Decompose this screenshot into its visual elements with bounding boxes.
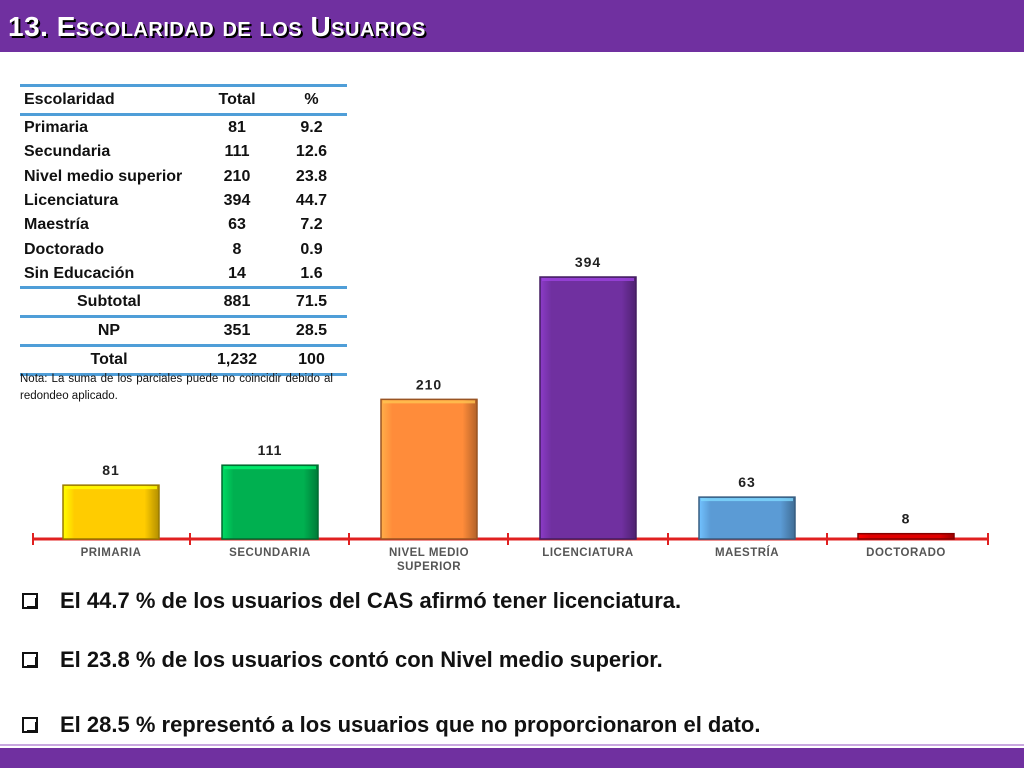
bar-highlight — [701, 498, 793, 502]
row-percent: 12.6 — [295, 143, 328, 161]
np-total: 351 — [198, 316, 276, 348]
bar-value-label: 8 — [902, 511, 911, 527]
bullet-item: El 28.5 % representó a los usuarios que … — [22, 708, 761, 742]
x-tick-label: SECUNDARIA — [229, 547, 311, 559]
bar-3 — [539, 276, 637, 540]
table-row: Licenciatura 394 44.7 — [20, 189, 347, 213]
header-escolaridad: Escolaridad — [20, 84, 198, 116]
total-label: Total — [20, 345, 198, 377]
checkbox-bullet-icon — [22, 593, 38, 609]
total-row: Total 1,232 100 — [20, 345, 347, 377]
subtotal-total: 881 — [198, 286, 276, 319]
bar-0 — [62, 484, 160, 540]
table-row: Maestría 63 7.2 — [20, 213, 347, 237]
np-label: NP — [20, 316, 198, 348]
row-label: Nivel medio superior — [24, 167, 183, 185]
bar-1 — [221, 464, 319, 540]
bullet-text: El 44.7 % de los usuarios del CAS afirmó… — [60, 588, 682, 613]
bar-chart: 81 PRIMARIA 111 SECUNDARIA 210 NIVEL MEDIO SUP… — [32, 254, 989, 573]
table-row: Primaria 81 9.2 — [20, 115, 347, 141]
table-row: Nivel medio superior 210 23.8 — [20, 165, 347, 189]
table-row: Secundaria 111 12.6 — [20, 140, 347, 164]
x-tick-label: MAESTRÍA — [715, 546, 779, 559]
x-tick-label: SUPERIOR — [397, 561, 461, 573]
table-note: Nota: La suma de los parciales puede no … — [20, 373, 333, 402]
row-total: 394 — [223, 192, 251, 210]
row-percent: 44.7 — [295, 192, 328, 210]
subtotal-percent: 71.5 — [276, 286, 347, 319]
bar-5 — [857, 532, 955, 540]
table-header-row: Escolaridad Total % — [20, 84, 347, 116]
checkbox-bullet-icon — [22, 717, 38, 733]
bullet-text: El 23.8 % de los usuarios contó con Nive… — [60, 647, 663, 672]
header-percent: % — [276, 84, 347, 116]
row-total: 63 — [228, 216, 246, 234]
row-total: 111 — [224, 143, 250, 161]
row-percent: 7.2 — [300, 216, 323, 234]
row-total: 210 — [223, 167, 251, 185]
bar-highlight — [224, 466, 316, 470]
bullet-item: El 44.7 % de los usuarios del CAS afirmó… — [22, 584, 681, 618]
bar-value-label: 210 — [416, 376, 442, 392]
row-label: Maestría — [24, 216, 89, 234]
table-row: Doctorado 8 0.9 — [20, 237, 347, 261]
checkbox-bullet-icon — [22, 652, 38, 668]
total-percent: 100 — [276, 345, 347, 377]
bar-value-label: 63 — [738, 474, 756, 490]
bar-value-label: 394 — [575, 254, 601, 270]
row-total: 81 — [228, 119, 246, 137]
bullet-text: El 28.5 % representó a los usuarios que … — [60, 712, 761, 737]
bar-highlight — [542, 278, 634, 281]
bullet-item: El 23.8 % de los usuarios contó con Nive… — [22, 643, 663, 677]
x-tick-label: PRIMARIA — [81, 547, 142, 559]
bar-4 — [698, 496, 796, 540]
bar-highlight — [383, 400, 475, 404]
bar-value-label: 111 — [258, 442, 283, 458]
subtotal-label: Subtotal — [20, 286, 198, 319]
row-label: Sin Educación — [24, 264, 135, 282]
x-tick-label: NIVEL MEDIO — [389, 547, 469, 559]
page-title: 13. Escolaridad de los Usuarios — [8, 11, 426, 42]
subtotal-row: Subtotal 881 71.5 — [20, 286, 347, 319]
row-total: 8 — [232, 240, 242, 258]
row-label: Doctorado — [24, 240, 104, 258]
row-percent: 0.9 — [300, 240, 323, 258]
escolaridad-table: Escolaridad Total % Primaria 81 9.2 Secu… — [20, 84, 347, 377]
bar-2 — [380, 398, 478, 540]
row-percent: 1.6 — [300, 264, 323, 282]
np-row: NP 351 28.5 — [20, 316, 347, 348]
header-bar: 13. Escolaridad de los Usuarios — [0, 0, 1024, 52]
footer-bar — [0, 748, 1024, 768]
row-percent: 9.2 — [300, 119, 323, 137]
total-total: 1,232 — [198, 345, 276, 377]
bar-value-label: 81 — [102, 462, 120, 478]
header-total: Total — [198, 84, 276, 116]
x-tick-label: LICENCIATURA — [542, 547, 633, 559]
bar-highlight — [65, 486, 157, 490]
data-table: Escolaridad Total % Primaria 81 9.2 Secu… — [20, 84, 347, 377]
row-percent: 23.8 — [295, 167, 328, 185]
np-percent: 28.5 — [276, 316, 347, 348]
row-label: Licenciatura — [24, 192, 119, 210]
row-label: Primaria — [24, 119, 89, 137]
row-label: Secundaria — [24, 143, 111, 161]
table-row: Sin Educación 14 1.6 — [20, 262, 347, 288]
footer-divider — [0, 744, 1024, 746]
row-total: 14 — [228, 264, 246, 282]
x-tick-label: DOCTORADO — [866, 547, 946, 559]
